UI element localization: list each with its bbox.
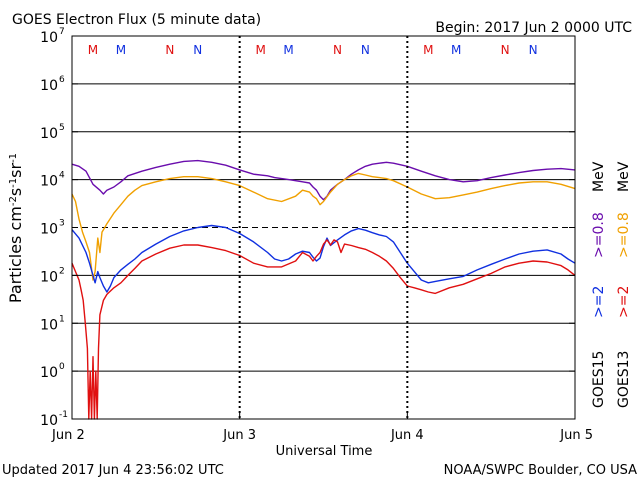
series-line-goes13-2-mev [71, 239, 576, 420]
grid-lines [72, 83, 575, 372]
y-tick-exponent: 7 [59, 27, 65, 37]
marker-m: M [283, 43, 293, 57]
marker-m: M [451, 43, 461, 57]
legend--0-8: >=0.8 [616, 212, 632, 258]
updated-timestamp: Updated 2017 Jun 4 23:56:02 UTC [2, 463, 224, 478]
y-tick-label: 10 [40, 413, 58, 429]
y-tick-label: 10 [40, 269, 58, 285]
legend--2: >=2 [616, 286, 632, 318]
y-tick-exponent: 6 [59, 75, 65, 85]
marker-n: N [501, 43, 510, 57]
y-axis-label: Particles cm-2s-1sr-1 [6, 153, 25, 303]
x-tick-label: Jun 3 [222, 428, 256, 443]
marker-n: N [529, 43, 538, 57]
series-lines [71, 159, 576, 420]
day-dividers [238, 36, 409, 419]
legend-mev: MeV [616, 161, 632, 192]
legend--2: >=2 [591, 286, 607, 318]
legend--0-8: >=0.8 [591, 212, 607, 258]
marker-n: N [193, 43, 202, 57]
marker-n: N [333, 43, 342, 57]
x-axis-ticks: Jun 2 Jun 3 Jun 4 Jun 5 [51, 413, 593, 443]
chart-title: GOES Electron Flux (5 minute data) [12, 12, 261, 28]
legend-goes13: GOES13 [616, 351, 632, 408]
legend-goes15: GOES15 [591, 351, 607, 408]
marker-n: N [165, 43, 174, 57]
x-axis-label: Universal Time [276, 444, 373, 459]
legend-mev: MeV [591, 161, 607, 192]
y-axis-label-part: -1 [8, 153, 19, 163]
y-tick-exponent: 5 [59, 123, 65, 133]
marker-n: N [361, 43, 370, 57]
y-tick-label: 10 [40, 365, 58, 381]
x-tick-label: Jun 2 [51, 428, 85, 443]
marker-m: M [88, 43, 98, 57]
marker-m: M [116, 43, 126, 57]
y-axis-label-part: -2 [8, 196, 19, 206]
series-line-goes13-0-8-mev [71, 172, 576, 281]
y-tick-label: 10 [40, 317, 58, 333]
credit-label: NOAA/SWPC Boulder, CO USA [444, 463, 637, 478]
y-axis-label-part: -1 [8, 178, 19, 188]
x-tick-label: Jun 5 [559, 428, 593, 443]
y-tick-exponent: 0 [59, 362, 65, 372]
series-line-goes15-2-mev [71, 224, 576, 293]
series-line-goes15-0-8-mev [71, 159, 576, 201]
y-tick-exponent: -1 [59, 410, 68, 420]
marker-m: M [255, 43, 265, 57]
y-tick-label: 10 [40, 174, 58, 190]
y-tick-exponent: 4 [59, 171, 65, 181]
y-tick-exponent: 1 [59, 314, 65, 324]
y-tick-label: 10 [40, 126, 58, 142]
marker-m: M [423, 43, 433, 57]
y-tick-label: 10 [40, 78, 58, 94]
y-tick-label: 10 [40, 222, 58, 238]
begin-date-label: Begin: 2017 Jun 2 0000 UTC [435, 20, 632, 36]
y-axis-label-part: s [6, 188, 25, 196]
legend: GOES15 >=2 >=0.8 MeV GOES13 >=2 >=0.8 MeV [591, 161, 632, 408]
y-tick-label: 10 [40, 30, 58, 46]
y-axis-label-part: sr [6, 163, 25, 178]
x-tick-label: Jun 4 [390, 428, 424, 443]
y-tick-exponent: 3 [59, 219, 65, 229]
y-tick-exponent: 2 [59, 266, 65, 276]
y-axis-label-part: Particles cm [6, 206, 25, 303]
